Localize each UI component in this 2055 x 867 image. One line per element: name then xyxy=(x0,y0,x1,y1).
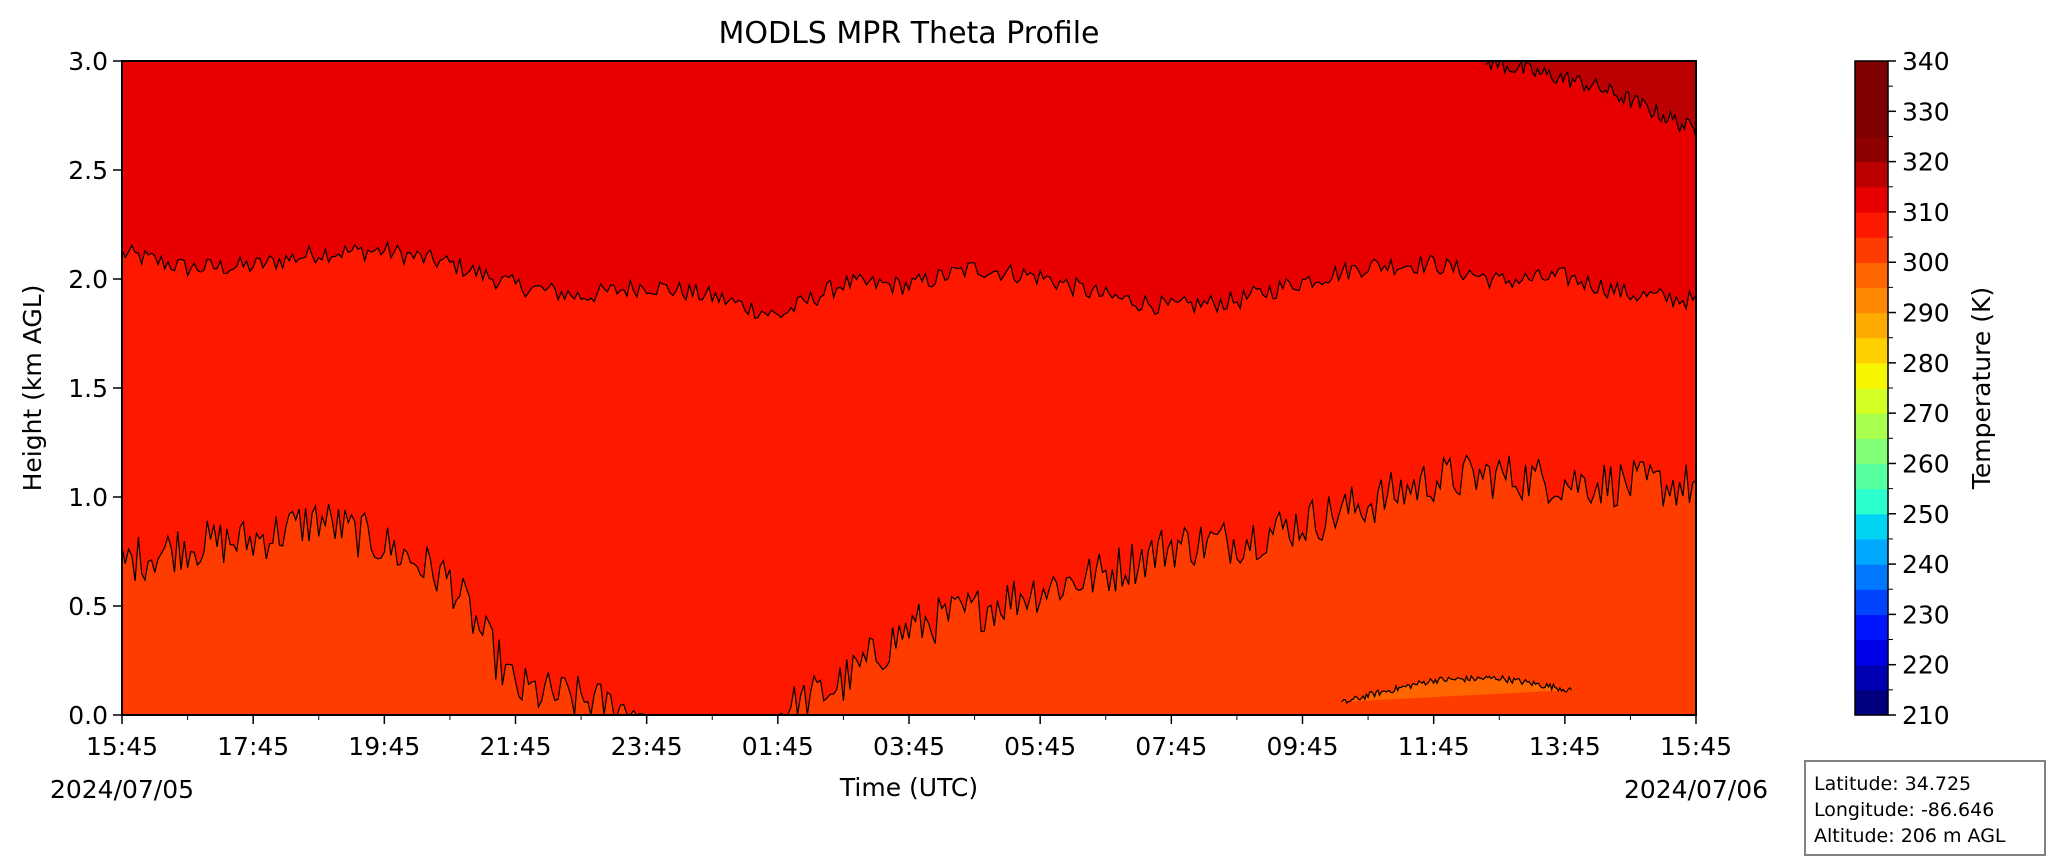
x-tick-label: 13:45 xyxy=(1529,732,1601,761)
contour-line-310 xyxy=(122,240,1696,320)
colorbar-segment xyxy=(1855,513,1888,540)
x-tick-label: 21:45 xyxy=(479,732,551,761)
colorbar-tick-label: 240 xyxy=(1902,550,1950,579)
colorbar-segment xyxy=(1855,463,1888,490)
colorbar-segment xyxy=(1855,237,1888,263)
colorbar-tick-label: 210 xyxy=(1902,701,1950,730)
x-tick-label: 15:45 xyxy=(1660,732,1732,761)
colorbar-segment xyxy=(1855,614,1888,641)
x-tick-label: 09:45 xyxy=(1266,732,1338,761)
station-info-box: Latitude: 34.725 Longitude: -86.646 Alti… xyxy=(1804,760,2046,856)
contour-line-300 xyxy=(1341,674,1572,704)
colorbar-segment xyxy=(1855,61,1888,87)
colorbar-segment xyxy=(1855,287,1888,314)
colorbar-segment xyxy=(1855,211,1888,238)
colorbar-tick-label: 230 xyxy=(1902,600,1950,629)
colorbar-tick-label: 340 xyxy=(1902,47,1950,76)
x-tick-label: 11:45 xyxy=(1398,732,1470,761)
colorbar-segment xyxy=(1855,86,1888,112)
colorbar: 210 220 230 240 250 260 270 280 290 300 310 320 330 3… xyxy=(1854,47,1950,730)
colorbar-segment xyxy=(1855,337,1888,364)
colorbar-segment xyxy=(1855,111,1888,138)
contour-line-layer xyxy=(122,61,1696,715)
x-axis: 15:45 17:45 19:45 21:45 23:45 01:45 03:45 05:45… xyxy=(86,715,1732,761)
colorbar-tick-label: 260 xyxy=(1902,449,1950,478)
colorbar-segment xyxy=(1855,136,1888,163)
altitude-text: Altitude: 206 m AGL xyxy=(1814,825,2006,847)
colorbar-label: Temperature (K) xyxy=(1967,287,1996,490)
x-tick-label: 15:45 xyxy=(86,732,158,761)
colorbar-segment xyxy=(1855,689,1888,716)
longitude-text: Longitude: -86.646 xyxy=(1814,799,1995,821)
colorbar-tick-label: 270 xyxy=(1902,399,1950,428)
date-start-label: 2024/07/05 xyxy=(50,775,194,804)
y-tick-label: 3.0 xyxy=(68,47,108,76)
band-295-300 xyxy=(1341,675,1572,703)
colorbar-tick-label: 220 xyxy=(1902,651,1950,680)
colorbar-segment xyxy=(1855,639,1888,666)
band-315-320 xyxy=(1486,61,1696,138)
y-axis: 0.0 0.5 1.0 1.5 2.0 2.5 3.0 xyxy=(68,47,122,730)
colorbar-segment xyxy=(1855,538,1888,565)
colorbar-segment xyxy=(1855,262,1888,288)
y-tick-label: 1.0 xyxy=(68,483,108,512)
colorbar-tick-label: 320 xyxy=(1902,148,1950,177)
y-tick-label: 0.5 xyxy=(68,592,108,621)
colorbar-segment xyxy=(1855,488,1888,515)
colorbar-segment xyxy=(1855,413,1888,439)
colorbar-segment xyxy=(1855,312,1888,339)
x-tick-label: 03:45 xyxy=(873,732,945,761)
contour-fill-layer xyxy=(122,61,1696,715)
colorbar-tick-label: 310 xyxy=(1902,198,1950,227)
colorbar-segment xyxy=(1855,161,1888,188)
colorbar-tick-label: 250 xyxy=(1902,500,1950,529)
colorbar-tick-label: 280 xyxy=(1902,349,1950,378)
y-tick-label: 0.0 xyxy=(68,701,108,730)
colorbar-segment xyxy=(1855,186,1888,213)
x-tick-label: 07:45 xyxy=(1135,732,1207,761)
band-300-305 xyxy=(122,455,1696,715)
x-tick-label: 23:45 xyxy=(611,732,683,761)
colorbar-segment xyxy=(1855,589,1888,615)
x-tick-label: 17:45 xyxy=(217,732,289,761)
colorbar-segment xyxy=(1855,564,1888,590)
date-end-label: 2024/07/06 xyxy=(1624,775,1768,804)
colorbar-segment xyxy=(1855,388,1888,414)
colorbar-segment xyxy=(1855,664,1888,691)
colorbar-tick-label: 300 xyxy=(1902,248,1950,277)
y-tick-label: 1.5 xyxy=(68,374,108,403)
y-axis-label: Height (km AGL) xyxy=(18,285,47,492)
x-tick-label: 19:45 xyxy=(348,732,420,761)
colorbar-tick-label: 330 xyxy=(1902,97,1950,126)
colorbar-segment xyxy=(1855,438,1888,465)
chart-title: MODLS MPR Theta Profile xyxy=(718,16,1099,51)
y-tick-label: 2.5 xyxy=(68,156,108,185)
colorbar-tick-label: 290 xyxy=(1902,299,1950,328)
latitude-text: Latitude: 34.725 xyxy=(1814,773,1972,795)
x-tick-label: 05:45 xyxy=(1004,732,1076,761)
contour-line-305 xyxy=(122,454,1696,715)
x-tick-label: 01:45 xyxy=(742,732,814,761)
y-tick-label: 2.0 xyxy=(68,265,108,294)
colorbar-segment xyxy=(1855,362,1888,389)
x-axis-label: Time (UTC) xyxy=(839,773,978,802)
